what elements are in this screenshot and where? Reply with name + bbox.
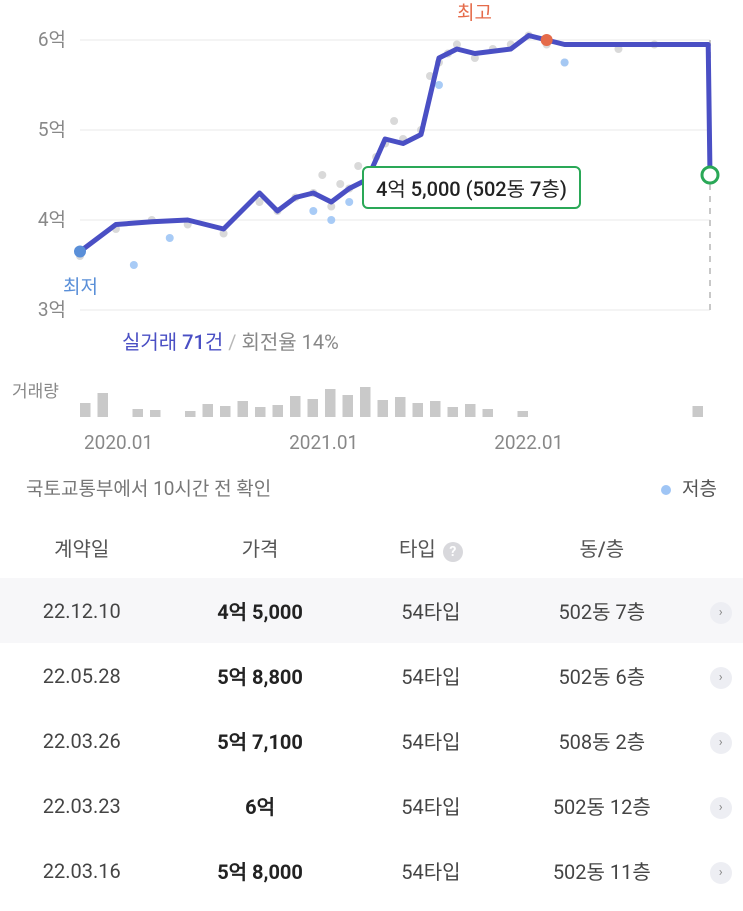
svg-text:3억: 3억 [38, 298, 66, 320]
volume-label: 거래량 [12, 377, 59, 402]
volume-chart: 거래량 [0, 355, 743, 425]
svg-text:5억: 5억 [38, 118, 66, 141]
cell-loc: 502동 11층 [505, 838, 698, 903]
chevron-right-icon[interactable]: › [710, 797, 732, 819]
peak-label: 최고 [457, 0, 492, 25]
cell-type: 54타입 [357, 708, 506, 773]
cell-date: 22.03.16 [0, 838, 163, 903]
table-row[interactable]: 22.03.165억 8,00054타입502동 11층 › [0, 838, 743, 903]
cell-loc: 502동 6층 [505, 643, 698, 708]
cell-arrow[interactable]: › [698, 643, 743, 708]
stats-separator: / [228, 330, 241, 354]
cell-type: 54타입 [357, 643, 506, 708]
x-tick-2: 2022.01 [494, 431, 563, 454]
chevron-right-icon[interactable]: › [710, 862, 732, 884]
x-tick-0: 2020.01 [84, 431, 153, 454]
cell-price: 6억 [163, 773, 356, 838]
source-text: 국토교통부에서 10시간 전 확인 [26, 474, 271, 501]
table-row[interactable]: 22.03.236억54타입502동 12층 › [0, 773, 743, 838]
turnover-rate: 회전율 14% [242, 330, 339, 354]
cell-loc: 502동 12층 [505, 773, 698, 838]
cell-arrow[interactable]: › [698, 708, 743, 773]
stats-line: 실거래 71건 / 회전율 14% [0, 326, 743, 355]
th-arrow [698, 517, 743, 578]
transactions-table: 계약일 가격 타입 ? 동/층 22.12.104억 5,00054타입502동… [0, 517, 743, 903]
cell-price: 5억 8,800 [163, 643, 356, 708]
th-loc: 동/층 [505, 517, 698, 578]
table-row[interactable]: 22.12.104억 5,00054타입502동 7층 › [0, 578, 743, 643]
chevron-right-icon[interactable]: › [710, 602, 732, 624]
chevron-right-icon[interactable]: › [710, 732, 732, 754]
chevron-right-icon[interactable]: › [710, 667, 732, 689]
price-chart: 최고 3억 4억 5억 6억 최저 4억 5,000 (502동 7층) [0, 0, 743, 320]
cell-date: 22.12.10 [0, 578, 163, 643]
table-row[interactable]: 22.03.265억 7,10054타입508동 2층 › [0, 708, 743, 773]
cell-price: 5억 8,000 [163, 838, 356, 903]
svg-text:6억: 6억 [38, 28, 66, 51]
meta-row: 국토교통부에서 10시간 전 확인 저층 [0, 454, 743, 517]
x-tick-1: 2021.01 [289, 431, 358, 454]
cell-date: 22.05.28 [0, 643, 163, 708]
cell-price: 4억 5,000 [163, 578, 356, 643]
table-header-row: 계약일 가격 타입 ? 동/층 [0, 517, 743, 578]
cell-type: 54타입 [357, 578, 506, 643]
table-row[interactable]: 22.05.285억 8,80054타입502동 6층 › [0, 643, 743, 708]
legend-dot-icon [661, 485, 671, 495]
cell-loc: 502동 7층 [505, 578, 698, 643]
cell-arrow[interactable]: › [698, 578, 743, 643]
cell-loc: 508동 2층 [505, 708, 698, 773]
th-price: 가격 [163, 517, 356, 578]
x-axis-labels: 2020.01 2021.01 2022.01 [0, 431, 743, 454]
cell-date: 22.03.23 [0, 773, 163, 838]
cell-arrow[interactable]: › [698, 773, 743, 838]
cell-arrow[interactable]: › [698, 838, 743, 903]
volume-chart-svg [20, 359, 723, 421]
cell-type: 54타입 [357, 773, 506, 838]
price-callout: 4억 5,000 (502동 7층) [362, 166, 581, 209]
trades-count: 실거래 71건 [122, 330, 223, 354]
cell-date: 22.03.26 [0, 708, 163, 773]
th-date: 계약일 [0, 517, 163, 578]
cell-type: 54타입 [357, 838, 506, 903]
th-type: 타입 ? [357, 517, 506, 578]
legend-low-floor: 저층 [661, 474, 717, 501]
low-label: 최저 [63, 272, 98, 299]
cell-price: 5억 7,100 [163, 708, 356, 773]
help-icon[interactable]: ? [443, 542, 463, 562]
svg-text:4억: 4억 [38, 208, 66, 231]
